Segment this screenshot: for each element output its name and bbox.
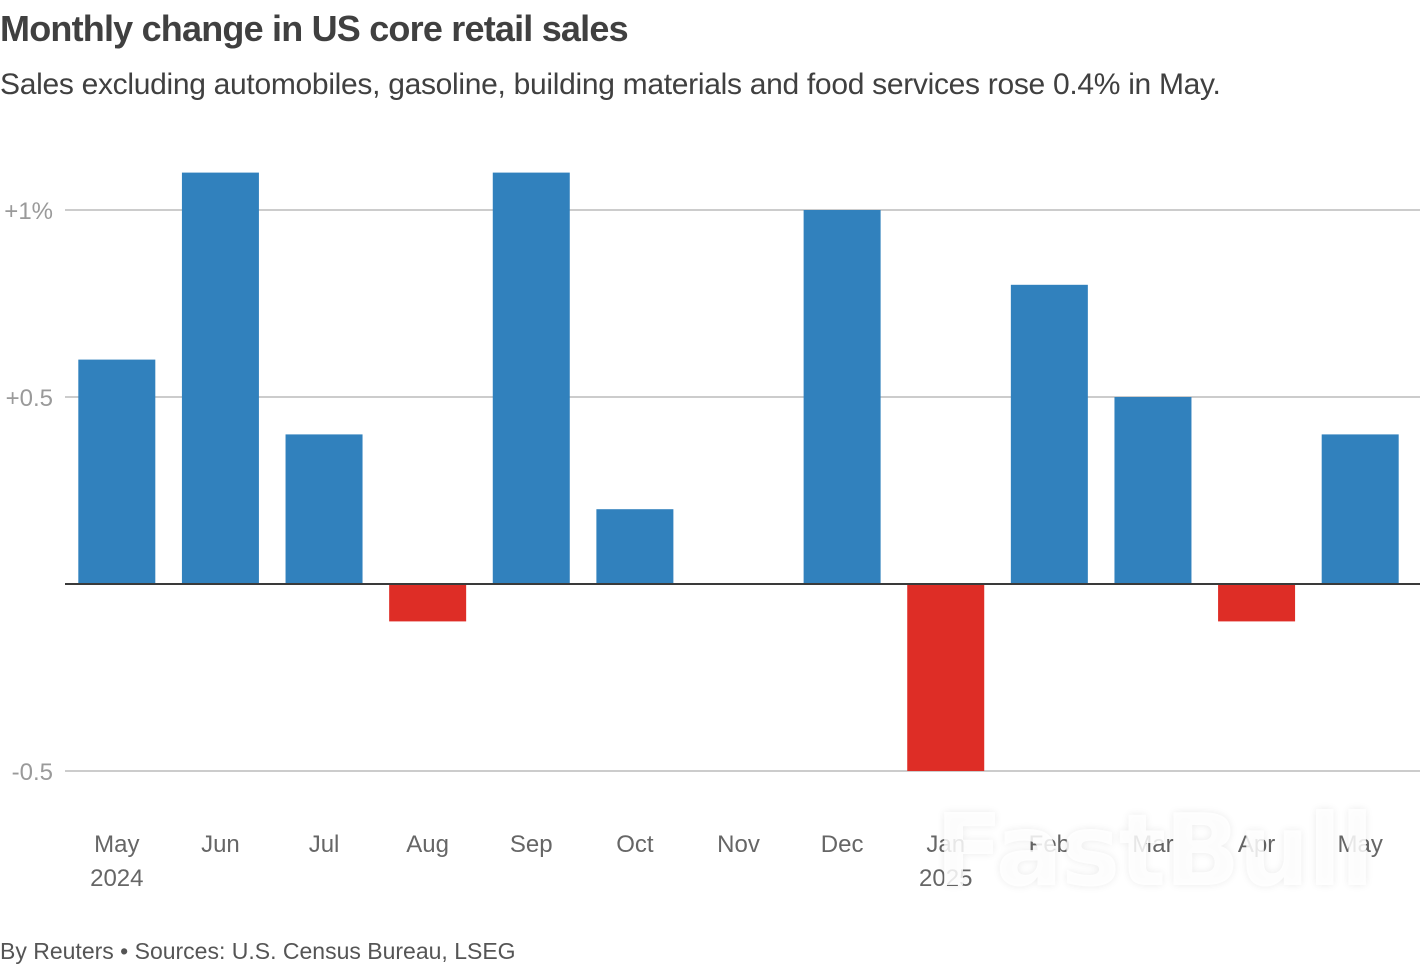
bar-may-2024 — [78, 359, 156, 584]
x-tick-label: Jul — [309, 831, 340, 858]
x-tick-label: Nov — [717, 831, 760, 858]
chart-title: Monthly change in US core retail sales — [0, 8, 629, 49]
bar-apr — [1218, 584, 1296, 622]
x-tick-label: May — [1338, 831, 1383, 858]
x-tick-label: Mar — [1132, 831, 1173, 858]
y-axis-labels: +1% +0.5 -0.5 — [4, 198, 53, 786]
y-tick-label: +0.5 — [6, 385, 53, 412]
bar-aug — [389, 584, 467, 622]
x-tick-label: Oct — [616, 831, 654, 858]
bar-feb — [1010, 284, 1088, 584]
source-footer: By Reuters • Sources: U.S. Census Bureau… — [0, 938, 516, 964]
y-tick-label: +1% — [4, 198, 53, 225]
bar-oct — [596, 509, 674, 584]
x-tick-label: May — [94, 831, 139, 858]
bar-dec — [803, 210, 881, 584]
watermark: FastBull — [935, 792, 1374, 909]
x-axis-labels: May 2024 Jun Jul Aug Sep Oct Nov Dec Jan 2025 Feb Ma… — [90, 831, 1383, 892]
gridlines — [65, 209, 1420, 772]
bar-jan-2025 — [907, 584, 985, 771]
x-tick-label: Jun — [201, 831, 240, 858]
bar-jul — [285, 434, 363, 584]
x-tick-year-label: 2025 — [919, 865, 972, 892]
x-tick-label: Sep — [510, 831, 553, 858]
y-tick-label: -0.5 — [12, 759, 53, 786]
bar-sep — [492, 172, 570, 584]
chart-subtitle: Sales excluding automobiles, gasoline, b… — [0, 68, 1221, 101]
x-tick-year-label: 2024 — [90, 865, 143, 892]
x-tick-label: Aug — [406, 831, 449, 858]
bar-may — [1321, 434, 1399, 584]
bar-jun — [181, 172, 259, 584]
x-tick-label: Feb — [1029, 831, 1070, 858]
bar-mar — [1114, 397, 1192, 584]
x-tick-label: Apr — [1238, 831, 1275, 858]
x-tick-label: Dec — [821, 831, 864, 858]
x-tick-label: Jan — [926, 831, 965, 858]
bars — [78, 172, 1399, 771]
